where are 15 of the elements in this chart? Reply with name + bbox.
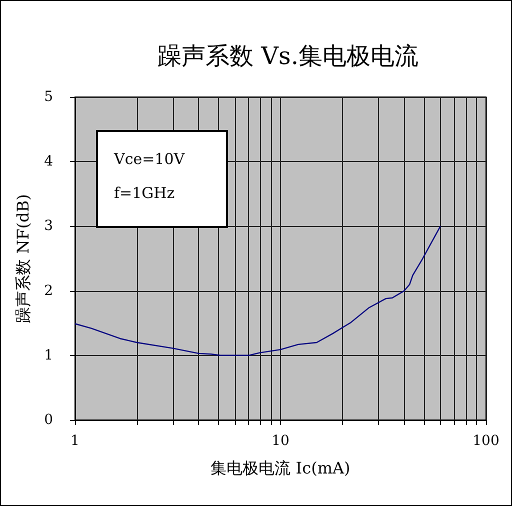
chart-title: 躁声系数 Vs.集电极电流 [158, 42, 418, 70]
y-tick-label: 1 [44, 347, 53, 364]
note-box: Vce=10V f=1GHz [96, 130, 228, 228]
y-tick-label: 2 [44, 282, 53, 299]
x-tick-label: 1 [70, 433, 80, 449]
y-tick-label: 0 [44, 412, 53, 428]
y-tick-label: 3 [44, 218, 53, 234]
x-tick-label: 10 [272, 433, 290, 449]
annotation: f=1GHz [114, 184, 176, 202]
y-tick-label: 5 [44, 89, 53, 105]
x-tick-label: 100 [472, 433, 500, 449]
annotation: Vce=10V [114, 150, 186, 168]
y-tick-label: 4 [44, 154, 54, 170]
x-axis-title: 集电极电流 Ic(mA) [210, 458, 350, 478]
y-axis-title: 躁声系数 NF(dB) [14, 194, 32, 323]
